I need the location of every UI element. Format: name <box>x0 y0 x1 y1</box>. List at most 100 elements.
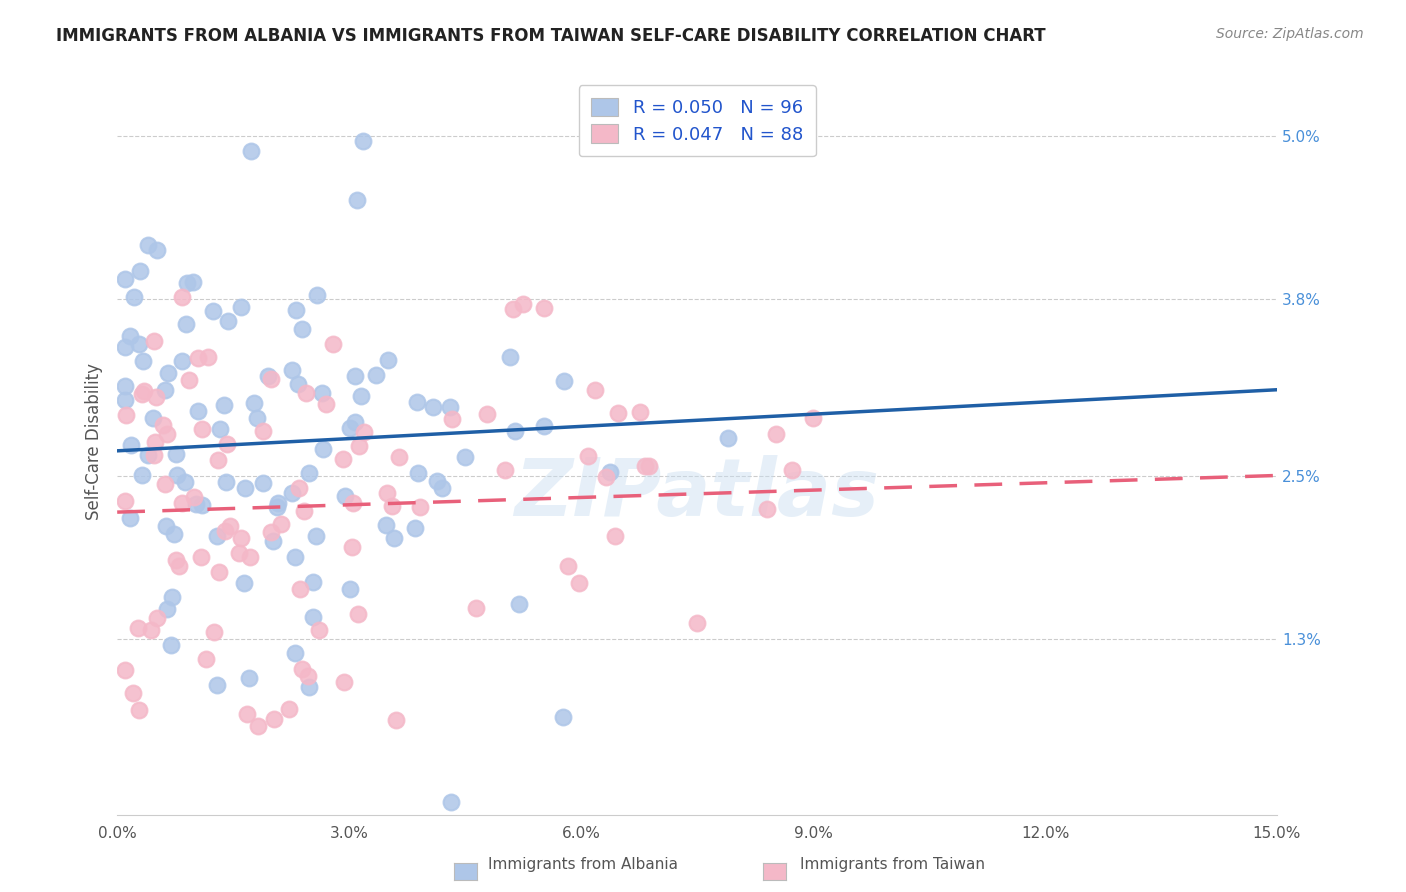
Point <box>305 528 328 542</box>
Point <box>441 411 464 425</box>
Point <box>340 540 363 554</box>
Point <box>194 652 217 666</box>
Point <box>132 384 155 398</box>
Point <box>233 481 256 495</box>
Point <box>114 340 136 354</box>
Point <box>197 350 219 364</box>
Point <box>246 411 269 425</box>
Point <box>583 383 606 397</box>
Point <box>217 314 239 328</box>
Point <box>603 529 626 543</box>
Point <box>143 435 166 450</box>
Point <box>181 276 204 290</box>
Point <box>127 621 149 635</box>
Point <box>114 663 136 677</box>
Point <box>607 406 630 420</box>
Point <box>120 438 142 452</box>
Point <box>187 403 209 417</box>
Point <box>292 504 315 518</box>
Y-axis label: Self-Care Disability: Self-Care Disability <box>86 363 103 520</box>
Point <box>114 493 136 508</box>
Text: Immigrants from Taiwan: Immigrants from Taiwan <box>800 857 986 872</box>
Point <box>599 465 621 479</box>
Point <box>288 481 311 495</box>
Point <box>191 422 214 436</box>
Point <box>231 300 253 314</box>
Point <box>508 597 530 611</box>
Point <box>238 671 260 685</box>
Point <box>163 526 186 541</box>
Point <box>454 450 477 464</box>
Point <box>172 290 194 304</box>
Point <box>381 499 404 513</box>
Point <box>374 517 396 532</box>
Point <box>388 450 411 464</box>
Point <box>512 297 534 311</box>
Point <box>155 426 177 441</box>
Point <box>174 317 197 331</box>
Point <box>352 134 374 148</box>
Point <box>301 574 323 589</box>
Point <box>686 616 709 631</box>
Point <box>176 276 198 290</box>
Point <box>120 329 142 343</box>
Point <box>782 463 804 477</box>
Point <box>280 363 302 377</box>
Point <box>311 442 333 457</box>
Point <box>208 565 231 579</box>
Point <box>339 421 361 435</box>
Point <box>322 337 344 351</box>
Point <box>634 459 657 474</box>
Point <box>422 400 444 414</box>
Point <box>114 379 136 393</box>
Point <box>288 582 311 597</box>
Point <box>339 582 361 596</box>
Point <box>153 476 176 491</box>
Point <box>186 497 208 511</box>
Point <box>215 436 238 450</box>
Point <box>568 575 591 590</box>
Point <box>595 470 617 484</box>
Point <box>342 495 364 509</box>
Point <box>502 301 524 316</box>
Point <box>295 385 318 400</box>
Point <box>136 449 159 463</box>
Point <box>477 407 499 421</box>
Point <box>172 353 194 368</box>
Point <box>305 287 328 301</box>
Point <box>152 418 174 433</box>
Point <box>377 352 399 367</box>
Point <box>384 714 406 728</box>
Point <box>191 498 214 512</box>
Point <box>333 489 356 503</box>
Point <box>156 366 179 380</box>
Point <box>430 481 453 495</box>
Point <box>179 373 201 387</box>
Point <box>346 193 368 207</box>
Point <box>214 524 236 538</box>
Point <box>219 519 242 533</box>
Point <box>284 549 307 564</box>
Point <box>366 368 388 382</box>
Point <box>128 703 150 717</box>
Point <box>208 422 231 436</box>
Point <box>131 468 153 483</box>
Point <box>146 244 169 258</box>
Point <box>187 351 209 365</box>
Point <box>717 432 740 446</box>
Point <box>170 496 193 510</box>
Point <box>183 490 205 504</box>
Point <box>232 575 254 590</box>
Point <box>121 686 143 700</box>
Point <box>139 624 162 638</box>
Point <box>169 559 191 574</box>
Point <box>155 383 177 397</box>
Point <box>291 321 314 335</box>
Point <box>212 398 235 412</box>
Point <box>260 372 283 386</box>
Point <box>262 533 284 548</box>
Point <box>302 610 325 624</box>
Point <box>120 511 142 525</box>
Point <box>765 427 787 442</box>
Point <box>375 486 398 500</box>
